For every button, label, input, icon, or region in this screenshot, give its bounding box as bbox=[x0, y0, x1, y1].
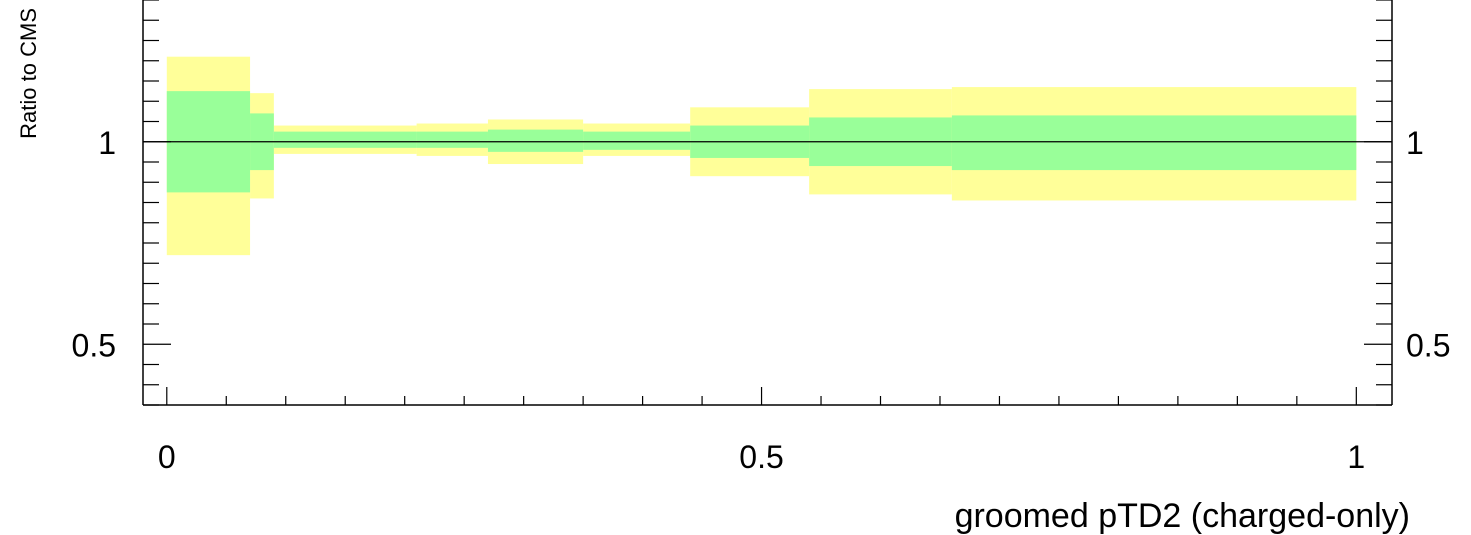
inner-band-bin-4 bbox=[487, 129, 584, 152]
y-tick-label-right-1: 1 bbox=[1406, 125, 1424, 161]
y-axis-title: Ratio to CMS bbox=[16, 8, 41, 139]
ticks bbox=[143, 0, 1392, 406]
tick-labels: 0 0.5 1 0.5 0.5 1 1 bbox=[72, 125, 1451, 475]
axes bbox=[142, 0, 1393, 406]
x-tick-label-1: 0.5 bbox=[739, 439, 783, 475]
y-tick-label-left-0: 0.5 bbox=[72, 327, 116, 363]
inner-band-bin-3 bbox=[416, 131, 488, 148]
uncertainty-bands bbox=[166, 56, 1357, 256]
y-tick-label-right-0: 0.5 bbox=[1406, 327, 1450, 363]
y-tick-label-left-1: 1 bbox=[98, 125, 116, 161]
inner-band-bin-2 bbox=[273, 131, 417, 148]
x-axis-title: groomed pTD2 (charged-only) bbox=[955, 497, 1410, 535]
inner-band-bin-8 bbox=[951, 115, 1357, 171]
x-tick-label-2: 1 bbox=[1347, 439, 1365, 475]
inner-band-bin-5 bbox=[583, 131, 691, 150]
x-tick-label-0: 0 bbox=[158, 439, 176, 475]
